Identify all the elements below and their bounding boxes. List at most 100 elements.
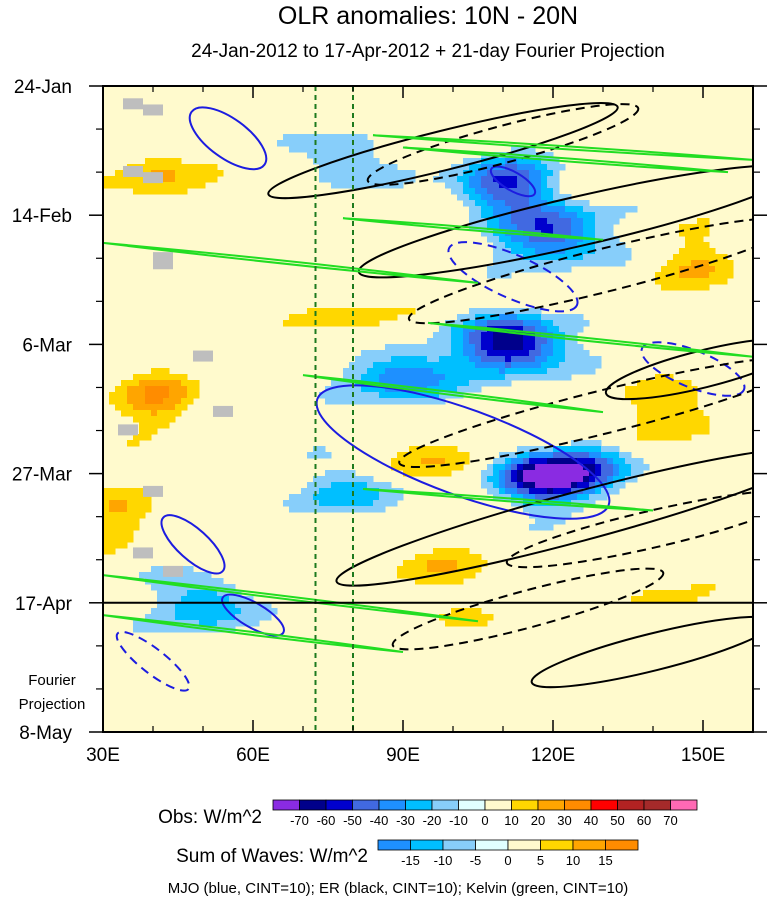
olr-cell — [487, 206, 494, 213]
olr-cell — [649, 596, 656, 603]
olr-cell — [505, 308, 512, 315]
olr-cell — [175, 614, 182, 621]
obs-legend-tick: 40 — [584, 813, 598, 828]
olr-cell — [343, 488, 350, 495]
olr-cell — [619, 260, 626, 267]
olr-cell — [367, 392, 374, 399]
olr-cell — [187, 566, 194, 573]
olr-cell — [553, 236, 560, 243]
olr-cell — [589, 464, 596, 471]
olr-cell — [373, 362, 380, 369]
olr-cell — [457, 368, 464, 375]
olr-cell — [337, 134, 344, 141]
olr-cell — [523, 476, 530, 483]
olr-cell — [145, 158, 152, 165]
olr-cell — [505, 320, 512, 327]
olr-cell — [361, 146, 368, 153]
olr-cell — [187, 620, 194, 627]
olr-cell — [529, 218, 536, 225]
olr-cell — [169, 608, 176, 615]
olr-cell — [535, 194, 542, 201]
olr-cell — [661, 428, 668, 435]
olr-cell — [571, 458, 578, 465]
olr-cell — [433, 560, 440, 567]
olr-cell — [163, 392, 170, 399]
obs-legend-swatch — [511, 799, 539, 811]
olr-cell — [517, 458, 524, 465]
olr-cell — [667, 266, 674, 273]
olr-cell — [199, 602, 206, 609]
olr-cell — [607, 212, 614, 219]
olr-cell — [565, 374, 572, 381]
olr-cell — [637, 410, 644, 417]
olr-cell — [457, 572, 464, 579]
olr-cell — [355, 488, 362, 495]
obs-legend-swatch — [272, 799, 300, 811]
olr-cell — [343, 506, 350, 513]
olr-cell — [103, 530, 110, 537]
olr-cell — [139, 392, 146, 399]
obs-legend-tick: -20 — [423, 813, 442, 828]
olr-cell — [451, 464, 458, 471]
olr-cell — [103, 176, 110, 183]
olr-cell — [439, 338, 446, 345]
olr-cell — [433, 464, 440, 471]
olr-cell — [589, 488, 596, 495]
olr-cell — [541, 344, 548, 351]
olr-cell — [451, 572, 458, 579]
olr-cell — [583, 470, 590, 477]
olr-cell — [475, 368, 482, 375]
olr-cell — [361, 308, 368, 315]
olr-cell — [685, 254, 692, 261]
olr-cell — [505, 344, 512, 351]
olr-cell — [511, 350, 518, 357]
olr-cell — [451, 566, 458, 573]
olr-cell — [523, 506, 530, 513]
olr-cell — [481, 620, 488, 627]
olr-cell — [697, 410, 704, 417]
olr-cell — [685, 410, 692, 417]
olr-cell — [295, 494, 302, 501]
olr-cell — [289, 140, 296, 147]
olr-cell — [457, 176, 464, 183]
olr-cell — [559, 518, 566, 525]
olr-cell — [433, 374, 440, 381]
olr-cell — [463, 332, 470, 339]
olr-cell — [457, 194, 464, 201]
olr-cell — [613, 206, 620, 213]
olr-cell — [133, 404, 140, 411]
olr-cell — [409, 446, 416, 453]
olr-cell — [529, 236, 536, 243]
olr-cell — [193, 590, 200, 597]
olr-cell — [655, 392, 662, 399]
olr-cell — [493, 212, 500, 219]
olr-cell — [133, 374, 140, 381]
olr-cell — [109, 506, 116, 513]
olr-cell — [511, 368, 518, 375]
olr-cell — [169, 188, 176, 195]
olr-cell — [187, 164, 194, 171]
olr-cell — [487, 170, 494, 177]
olr-cell — [373, 392, 380, 399]
olr-cell — [355, 158, 362, 165]
olr-cell — [613, 464, 620, 471]
olr-cell — [427, 350, 434, 357]
olr-cell — [217, 620, 224, 627]
olr-cell — [133, 416, 140, 423]
olr-cell — [499, 158, 506, 165]
obs-legend: Obs: W/m^2 -70 -60 -50 -40 -30 -20 -10 0 10 20 30 40… — [158, 799, 698, 828]
olr-cell — [493, 254, 500, 261]
olr-cell — [487, 308, 494, 315]
olr-cell — [397, 464, 404, 471]
olr-cell — [433, 392, 440, 399]
mjo-contour — [447, 241, 579, 313]
olr-cell — [337, 494, 344, 501]
olr-cell — [397, 572, 404, 579]
olr-cell — [133, 488, 140, 495]
olr-cell — [553, 362, 560, 369]
olr-cell — [499, 338, 506, 345]
obs-legend-tick: 70 — [663, 813, 677, 828]
olr-cell — [409, 362, 416, 369]
olr-cell — [523, 242, 530, 249]
olr-cell — [613, 218, 620, 225]
